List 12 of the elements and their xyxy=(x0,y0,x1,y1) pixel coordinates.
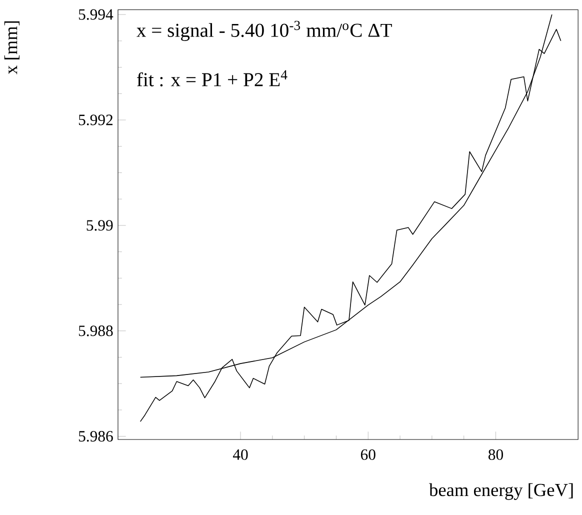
annotation: fit : x = P1 + P2 E$^{4}$ xyxy=(137,70,288,86)
annotation: x = signal - 5.40 10$^{-3}$ mm/$^{o}$C ΔT xyxy=(136,20,392,42)
y-tick-label: 5.986 xyxy=(78,430,113,442)
x-tick-label: 80 xyxy=(488,449,504,460)
x-axis-title: beam energy [GeV] xyxy=(429,483,573,500)
y-axis-title: x [mm] xyxy=(4,21,20,74)
y-tick-label: 5.988 xyxy=(78,326,113,336)
x-tick-label: 60 xyxy=(360,449,376,460)
y-tick-label: 5.99 xyxy=(86,220,113,231)
x-tick-label: 40 xyxy=(232,449,248,460)
y-tick-label: 5.992 xyxy=(78,114,112,126)
y-tick-label: 5.994 xyxy=(78,9,114,20)
